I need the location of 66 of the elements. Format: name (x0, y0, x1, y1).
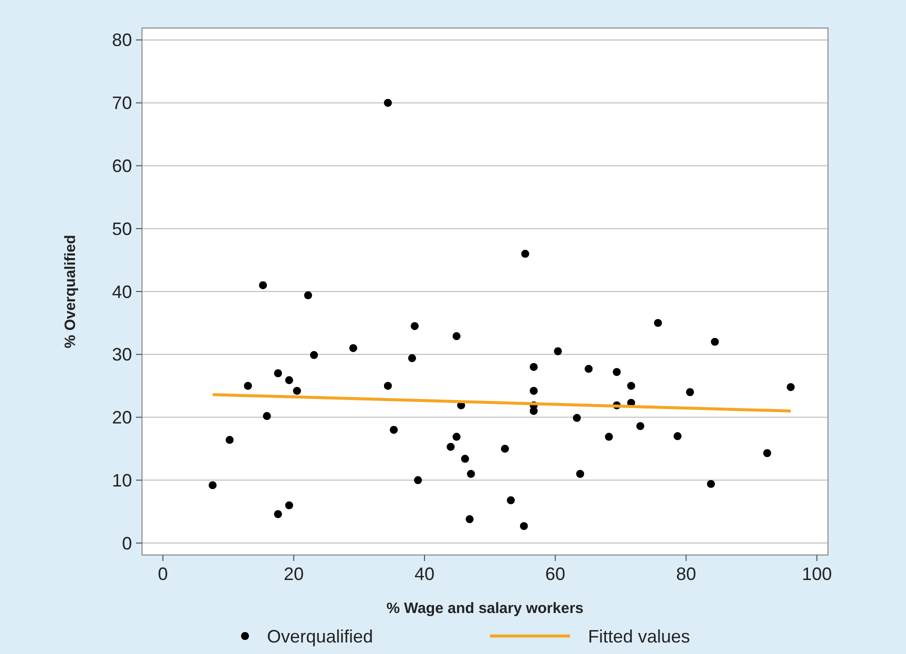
point (384, 98, 392, 107)
point (244, 382, 252, 390)
point (390, 426, 398, 434)
point (636, 422, 644, 430)
point (310, 351, 318, 359)
point (572, 414, 581, 422)
x-tick-label: 0 (158, 564, 168, 584)
point (584, 364, 593, 373)
y-tick-label: 0 (122, 533, 132, 554)
y-tick-label: 70 (112, 93, 132, 114)
point (226, 436, 234, 444)
point (500, 444, 509, 453)
point (466, 515, 474, 524)
point (530, 362, 538, 371)
y-tick-label: 50 (112, 218, 132, 239)
y-tick-label: 10 (112, 470, 132, 490)
point (530, 386, 538, 395)
y-tick-label: 80 (112, 30, 132, 50)
point (466, 470, 475, 478)
point (452, 432, 461, 441)
point (520, 522, 528, 530)
point (262, 412, 271, 420)
y-tick-label: 60 (112, 156, 132, 176)
point (674, 432, 682, 440)
point (274, 369, 282, 378)
y-axis-title: % Overqualified (62, 234, 79, 348)
point (408, 354, 416, 362)
point (349, 344, 358, 352)
point (554, 347, 562, 356)
point (786, 383, 795, 392)
point (710, 338, 719, 346)
x-tick-label: 80 (676, 564, 696, 584)
y-tick-label: 20 (112, 408, 132, 428)
point (604, 432, 613, 441)
point (612, 368, 621, 376)
point (627, 382, 636, 390)
point (706, 480, 715, 488)
point (446, 442, 455, 451)
y-tick-label: 30 (112, 344, 132, 365)
point (384, 382, 392, 390)
point (258, 281, 267, 290)
point (414, 476, 422, 484)
y-tick-label: 40 (112, 282, 132, 302)
x-tick-label: 20 (284, 564, 304, 584)
x-tick-label: 60 (545, 564, 566, 584)
point (208, 481, 217, 490)
x-tick-label: 100 (802, 564, 832, 584)
point (293, 386, 301, 395)
point (521, 250, 530, 258)
point (530, 407, 538, 415)
x-tick-label: 40 (414, 564, 435, 584)
legend-label: Fitted values (588, 626, 690, 646)
point (285, 501, 294, 510)
point (506, 496, 515, 504)
point (654, 318, 662, 327)
point (410, 322, 419, 330)
x-axis-title: % Wage and salary workers (386, 600, 584, 617)
point (274, 510, 282, 518)
point (686, 388, 694, 396)
point (304, 291, 312, 300)
point (576, 470, 584, 478)
point (285, 376, 294, 384)
point (763, 449, 772, 458)
point (452, 332, 461, 340)
point (461, 454, 470, 463)
legend-label: Overqualified (267, 626, 374, 646)
